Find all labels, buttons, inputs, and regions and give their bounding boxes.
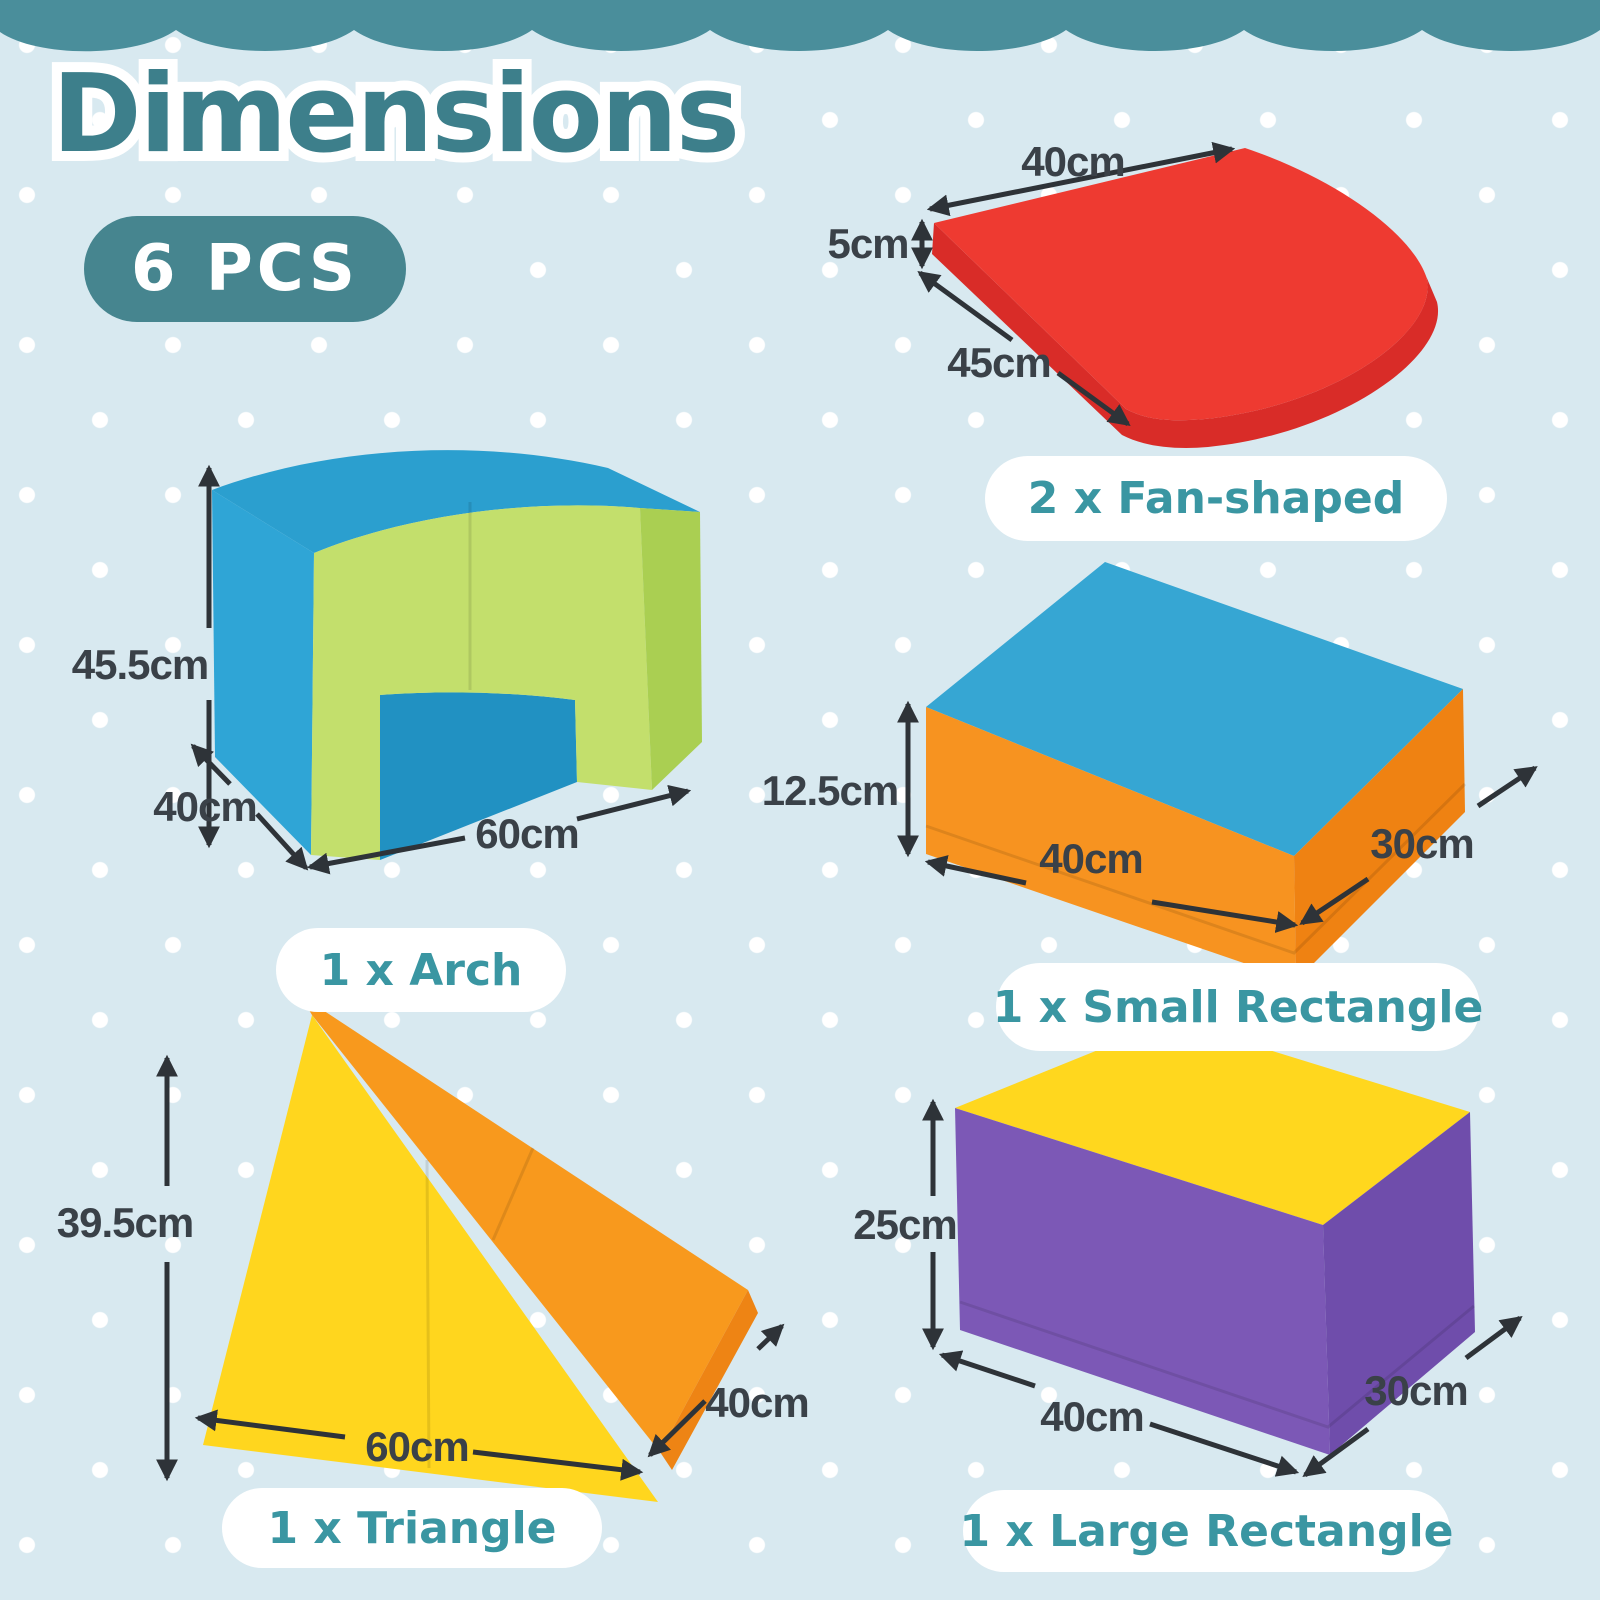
dimension-arrow [1149, 1421, 1300, 1477]
large-rectangle-illustration [955, 1020, 1475, 1455]
dimension-label: 5cm [827, 220, 908, 267]
piece-label-pill-arch: 1 x Arch [276, 928, 566, 1012]
small-rect-top-face [926, 562, 1463, 856]
dimension-label: 40cm [1021, 138, 1124, 185]
dimension-label: 12.5cm [762, 767, 898, 814]
arch-front-face [311, 505, 652, 860]
piece-count-badge-text: 6 PCS [131, 232, 359, 306]
dimension-label: 40cm [153, 783, 256, 830]
piece-label: 2 x Fan-shaped [1027, 473, 1405, 524]
arch-right-face [640, 508, 702, 790]
small-rect-right-face [1294, 689, 1465, 981]
large-rect-front-face [955, 1108, 1330, 1455]
piece-label-pill-fan: 2 x Fan-shaped [985, 456, 1447, 541]
arch-piece-illustration [212, 450, 702, 860]
dimension-arrow [1299, 876, 1370, 926]
fan-dimension-arrows [910, 141, 1236, 427]
piece-label: 1 x Large Rectangle [959, 1505, 1454, 1557]
dimension-label: 45.5cm [72, 641, 208, 688]
arch-opening-inner-face [380, 692, 577, 860]
dimension-label: 45cm [947, 339, 1050, 386]
piece-count-badge: 6 PCS [84, 216, 406, 322]
triangle-dimension-arrows [155, 1054, 785, 1482]
dimension-label: 30cm [1364, 1367, 1467, 1414]
dimension-arrow [255, 812, 309, 871]
top-wave-border [0, 0, 1600, 52]
dimension-arrow [194, 1409, 346, 1440]
small-rectangle-illustration [925, 562, 1467, 981]
piece-label: 1 x Small Rectangle [992, 981, 1484, 1033]
dimension-arrow [1302, 1426, 1370, 1478]
triangle-slope-side-face [660, 1290, 758, 1470]
dimension-arrow [306, 835, 466, 875]
dimension-arrow [1151, 899, 1299, 933]
triangle-front-face [203, 1015, 658, 1502]
piece-label: 1 x Triangle [267, 1502, 557, 1554]
triangle-front-seam [425, 1159, 431, 1469]
triangle-slope-seam [491, 1147, 535, 1241]
dimension-arrow [576, 784, 692, 822]
fan-side-face [932, 223, 1439, 448]
dimension-arrow [938, 1350, 1036, 1389]
dimension-arrow [926, 141, 1236, 217]
dimension-arrow [1476, 765, 1538, 809]
dimension-label: 60cm [365, 1423, 468, 1470]
dimension-arrow [190, 743, 232, 786]
dimension-label: 60cm [475, 810, 578, 857]
piece-label-pill-large-rectangle: 1 x Large Rectangle [960, 1490, 1454, 1572]
dimension-label: 40cm [1039, 835, 1142, 882]
dimension-label: 25cm [853, 1201, 956, 1248]
large-rect-dimension-arrows [921, 1098, 1523, 1478]
dimension-label: 40cm [705, 1379, 808, 1426]
piece-label-pill-small-rectangle: 1 x Small Rectangle [993, 963, 1483, 1051]
dimension-arrow [647, 1399, 707, 1458]
triangle-slope-face [300, 995, 748, 1452]
dimension-label: 30cm [1370, 820, 1473, 867]
arch-left-face [212, 490, 314, 855]
triangle-piece-illustration [203, 995, 758, 1502]
dimension-arrow [1056, 370, 1131, 427]
small-rect-seam [925, 782, 1467, 955]
large-rect-seam [959, 1300, 1475, 1429]
arch-dimension-arrows [190, 464, 692, 875]
dimension-arrow [917, 270, 1014, 343]
dimension-label: 39.5cm [57, 1199, 193, 1246]
dimension-arrow [924, 855, 1027, 886]
piece-label: 1 x Arch [319, 944, 523, 996]
piece-label-pill-triangle: 1 x Triangle [222, 1488, 602, 1568]
large-rect-top-face [955, 1020, 1470, 1225]
dimension-arrow [1464, 1315, 1523, 1361]
arch-top-face [212, 450, 700, 553]
dimension-arrow [472, 1449, 644, 1481]
large-rect-right-face [1323, 1112, 1475, 1455]
page-title-outline: Dimensions [42, 42, 750, 187]
page-title-text: Dimensions [52, 52, 740, 177]
small-rect-dimension-arrows [896, 700, 1538, 933]
dimension-label: 40cm [1040, 1393, 1143, 1440]
dimension-arrow [756, 1323, 785, 1351]
